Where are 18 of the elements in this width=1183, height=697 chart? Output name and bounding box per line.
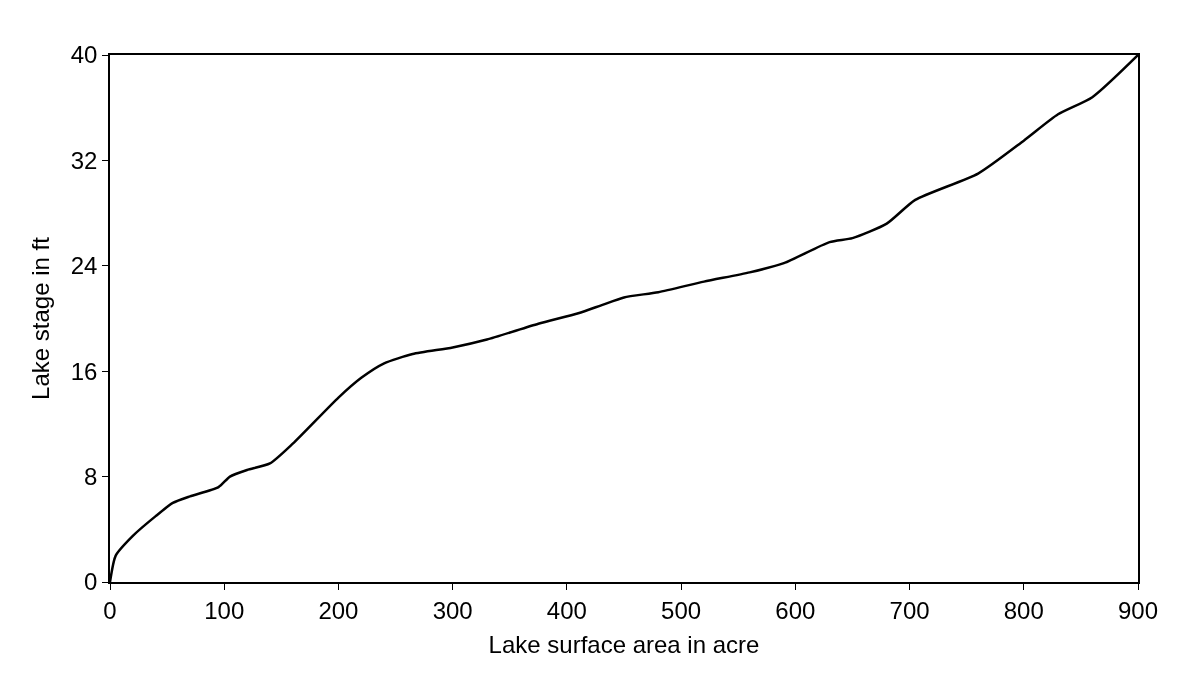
x-tick-label: 700	[889, 596, 930, 624]
y-tick-label: 32	[70, 146, 98, 174]
y-tick-label: 24	[70, 252, 98, 280]
y-tick-label: 40	[70, 41, 98, 69]
x-tick-label: 100	[204, 596, 245, 624]
x-tick-label: 600	[775, 596, 816, 624]
x-tick-label: 200	[318, 596, 359, 624]
y-axis-title: Lake stage in ft	[27, 236, 55, 400]
y-tick-label: 16	[70, 357, 98, 385]
x-tick-label: 900	[1117, 596, 1159, 624]
x-tick-label: 400	[546, 596, 587, 624]
x-tick-label: 800	[1003, 596, 1044, 624]
x-axis-title: Lake surface area in acre	[488, 631, 760, 659]
y-tick-label: 0	[84, 568, 98, 596]
y-tick-label: 8	[84, 463, 98, 490]
x-tick-label: 500	[661, 596, 702, 624]
x-tick-label: 0	[103, 596, 117, 624]
x-tick-label: 300	[432, 596, 473, 624]
